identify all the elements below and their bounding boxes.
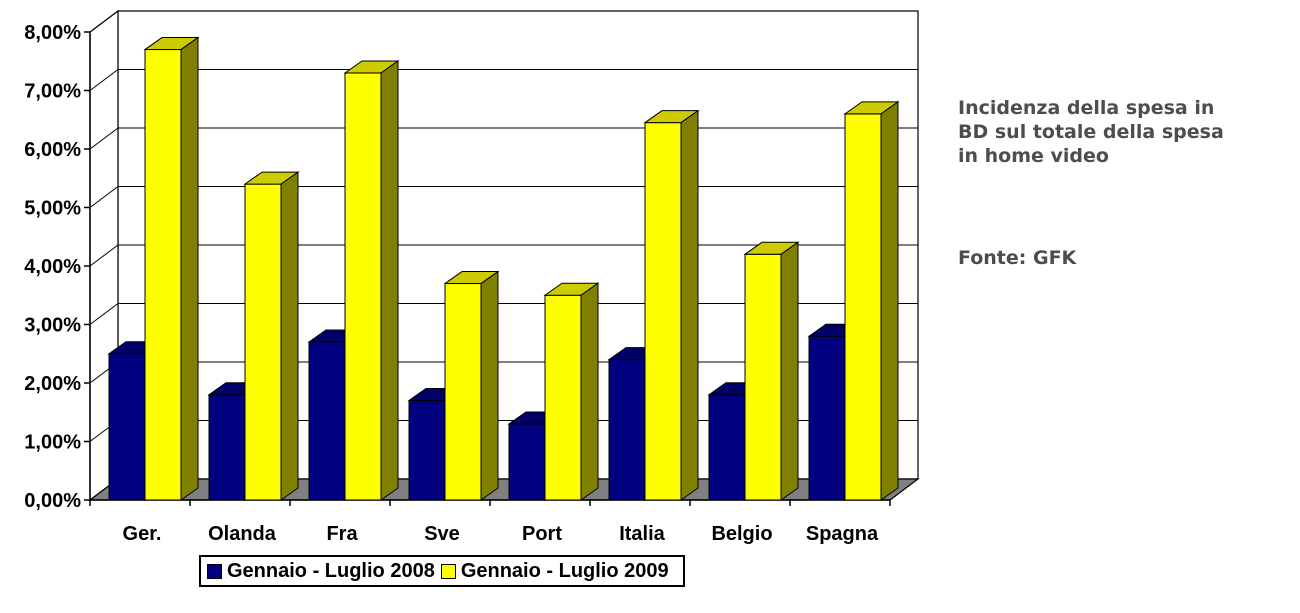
legend-label-series-1: Gennaio - Luglio 2008 (227, 559, 435, 582)
bars (107, 36, 900, 501)
y-tick-label: 2,00% (24, 373, 81, 395)
gridline-side (89, 186, 119, 208)
bar-2009-Spagna (843, 100, 900, 501)
gridline-side (89, 303, 119, 325)
x-tick-labels: Ger. Olanda Fra Sve Port Italia Belgio Spagna (123, 523, 879, 545)
gridline-side (89, 69, 119, 91)
x-tick-label: Fra (326, 523, 358, 545)
bar-2009-Sve (443, 270, 500, 501)
legend-item-series-2: Gennaio - Luglio 2009 (440, 559, 669, 583)
bar-side (580, 282, 599, 501)
y-tick-label: 1,00% (24, 432, 81, 454)
gridline-side (89, 127, 119, 150)
chart-annotation-title: Incidenza della spesa in BD sul totale d… (958, 97, 1224, 167)
bar-front (308, 341, 346, 501)
bar-front (744, 253, 782, 501)
x-tick-label: Belgio (711, 523, 772, 545)
legend-item-series-1: Gennaio - Luglio 2008 (207, 560, 435, 583)
bar-2009-Olanda (243, 171, 300, 501)
bar-front (408, 400, 446, 501)
x-tick-label: Port (522, 523, 562, 545)
bar-front (844, 113, 882, 501)
bar-2009-Italia (643, 109, 700, 501)
bar-front (608, 359, 646, 501)
bar-side (280, 171, 299, 501)
bar-2009-Fra (343, 59, 400, 501)
legend-label-series-2: Gennaio - Luglio 2009 (460, 559, 669, 582)
y-tick-label: 3,00% (24, 315, 81, 337)
bar-2009-Belgio (743, 241, 800, 501)
y-tick-label: 6,00% (24, 139, 81, 161)
x-tick-label: Spagna (806, 523, 879, 545)
bar-front (444, 283, 482, 501)
bar-front (808, 335, 846, 501)
bar-side (180, 36, 199, 501)
bar-front (708, 394, 746, 501)
bar-side (480, 270, 499, 501)
bar-front (144, 49, 182, 501)
bar-side (880, 100, 899, 501)
gridline-side (89, 10, 119, 33)
chart-source: Fonte: GFK (958, 247, 1077, 269)
y-tick-label: 7,00% (24, 81, 81, 103)
bar-side (780, 241, 799, 501)
bar-side (680, 109, 699, 501)
legend: Gennaio - Luglio 2008 Gennaio - Luglio 2… (199, 555, 685, 587)
bar-front (508, 423, 546, 501)
y-tick-label: 5,00% (24, 198, 81, 220)
bar-front (108, 353, 146, 501)
bar-2009-Ger. (143, 36, 200, 501)
y-tick-label: 0,00% (24, 490, 81, 512)
bar-front (344, 72, 382, 501)
x-tick-label: Ger. (123, 523, 162, 545)
legend-swatch-series-1 (207, 563, 222, 579)
bar-front (644, 122, 682, 501)
legend-swatch-series-2 (440, 563, 456, 579)
gridline-side (89, 244, 119, 267)
bar-2009-Port (543, 282, 600, 501)
x-tick-label: Sve (424, 523, 460, 545)
bar-front (544, 294, 582, 501)
x-tick-label: Olanda (208, 523, 277, 545)
y-tick-labels: 0,00% 1,00% 2,00% 3,00% 4,00% 5,00% 6,00% 7,00%… (24, 22, 81, 512)
bar-front (208, 394, 246, 501)
y-tick-label: 4,00% (24, 256, 81, 278)
x-tick-label: Italia (619, 523, 665, 545)
bar-side (380, 59, 399, 501)
y-tick-label: 8,00% (24, 22, 81, 44)
bar-front (244, 183, 282, 501)
